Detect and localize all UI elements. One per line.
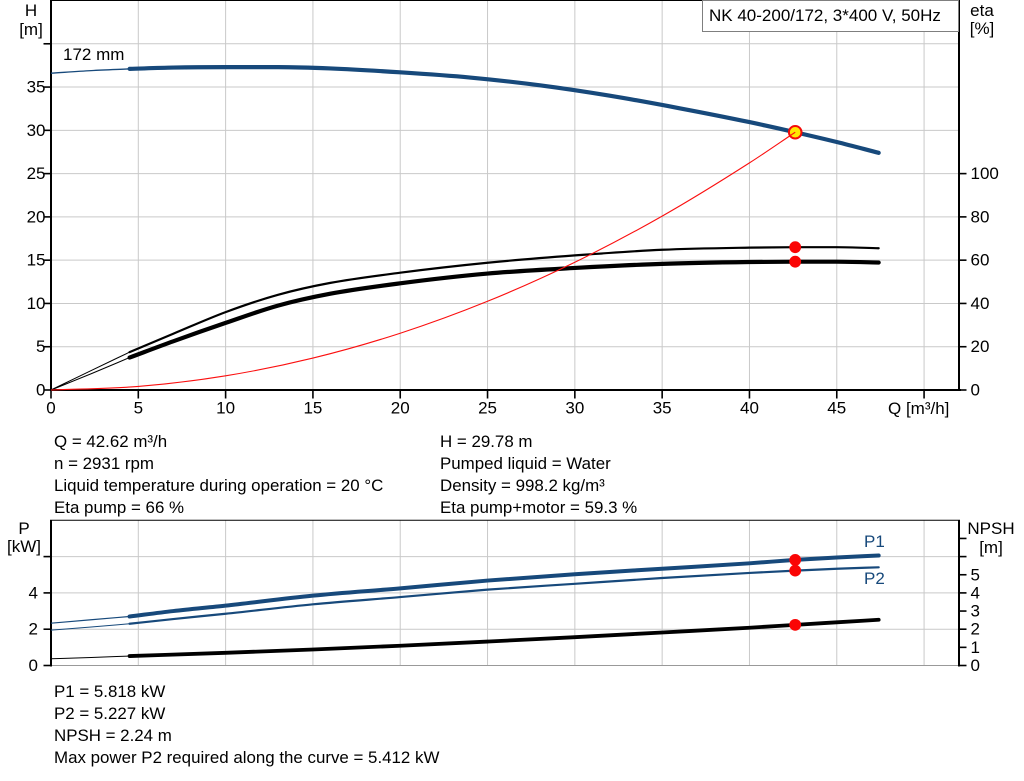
y-right-tick-label: 40	[971, 294, 990, 313]
p2-curve	[128, 566, 880, 625]
x-tick-label: 15	[303, 399, 322, 418]
system-curve	[50, 131, 796, 391]
p1-curve-label: P1	[864, 532, 885, 551]
y-left-tick-label: 10	[27, 294, 46, 313]
x-tick-label: 30	[565, 399, 584, 418]
info-line-liquid: Pumped liquid = Water	[440, 454, 611, 473]
duty-flow-dot	[789, 241, 802, 254]
power-right-axis-title: NPSH	[967, 518, 1015, 538]
info-line-density: Density = 998.2 kg/m³	[440, 476, 605, 495]
duty-flow-dot	[789, 618, 802, 631]
y-right-tick-label: 5	[971, 565, 980, 584]
y-left-tick-label: 2	[29, 620, 38, 639]
x-tick-label: 45	[827, 399, 846, 418]
y-right-tick-label: 3	[971, 602, 980, 621]
info-line-max: Max power P2 required along the curve = …	[54, 748, 440, 767]
info-line-etamotor: Eta pump+motor = 59.3 %	[440, 498, 638, 517]
x-tick-label: 5	[134, 399, 143, 418]
x-tick-label: 10	[216, 399, 235, 418]
y-left-tick-label: 35	[27, 78, 46, 97]
x-tick-label: 20	[391, 399, 410, 418]
power-left-axis-title: P	[18, 518, 30, 538]
x-tick-label: 40	[740, 399, 759, 418]
head-left-axis-unit: [m]	[19, 19, 43, 39]
npsh-curve	[127, 617, 881, 658]
eta-pump-curve-thin	[50, 351, 130, 391]
y-right-tick-label: 0	[971, 381, 980, 400]
p2-curve-label: P2	[864, 569, 885, 588]
head-info-column-1: Q = 42.62 m³/h n = 2931 rpm Liquid tempe…	[54, 431, 383, 519]
p1-curve-thin	[50, 615, 130, 624]
pump-curve-172mm-thin	[50, 68, 130, 74]
head-right-axis-unit: [%]	[969, 18, 995, 38]
pump-type-box: NK 40-200/172, 3*400 V, 50Hz	[702, 0, 959, 32]
x-tick-label: 35	[653, 399, 672, 418]
info-line-npsh: NPSH = 2.24 m	[54, 726, 172, 745]
info-line-p2: P2 = 5.227 kW	[54, 704, 166, 723]
y-left-tick-label: 0	[36, 381, 45, 400]
eta-pump-motor-curve-thin	[50, 357, 130, 391]
npsh-curve-thin	[50, 655, 130, 660]
y-left-tick-label: 4	[29, 583, 38, 602]
y-left-tick-label: 15	[27, 251, 46, 270]
duty-flow-dot	[789, 255, 802, 268]
eta-pump-motor-curve	[127, 259, 881, 360]
head-left-axis-title: H	[24, 0, 38, 20]
head-right-axis-title: eta	[970, 0, 994, 20]
x-tick-label: 0	[46, 399, 55, 418]
info-line-temp: Liquid temperature during operation = 20…	[54, 476, 384, 495]
pump-curve-172mm	[127, 65, 881, 155]
impeller-size-label: 172 mm	[63, 45, 125, 64]
y-right-tick-label: 20	[971, 337, 990, 356]
duty-flow-dot	[789, 554, 802, 566]
info-line-eta: Eta pump = 66 %	[54, 498, 185, 517]
y-left-tick-label: 20	[27, 207, 46, 226]
y-left-tick-label: 25	[27, 164, 46, 183]
info-line-n: n = 2931 rpm	[54, 454, 154, 473]
p2-curve-thin	[50, 623, 130, 631]
p1-curve	[127, 553, 881, 619]
pump-type-label: NK 40-200/172, 3*400 V, 50Hz	[709, 6, 941, 25]
info-line-p1: P1 = 5.818 kW	[54, 682, 166, 701]
power-left-axis-unit: [kW]	[7, 536, 41, 556]
y-right-tick-label: 4	[971, 583, 980, 602]
power-info-block: P1 = 5.818 kW P2 = 5.227 kW NPSH = 2.24 …	[54, 681, 439, 769]
y-right-tick-label: 2	[971, 620, 980, 639]
head-info-column-2: H = 29.78 m Pumped liquid = Water Densit…	[440, 431, 637, 519]
duty-flow-dot	[789, 564, 802, 577]
y-left-tick-label: 30	[27, 121, 46, 140]
y-right-tick-label: 1	[971, 638, 980, 657]
y-left-tick-label: 5	[36, 337, 45, 356]
y-right-tick-label: 80	[971, 207, 990, 226]
x-tick-label: 25	[478, 399, 497, 418]
power-right-axis-unit: [m]	[979, 537, 1003, 557]
y-right-tick-label: 60	[971, 251, 990, 270]
info-line-h: H = 29.78 m	[440, 432, 533, 451]
head-x-axis-title: Q [m³/h]	[888, 399, 950, 418]
info-line-q: Q = 42.62 m³/h	[54, 432, 168, 451]
y-left-tick-label: 0	[29, 656, 38, 675]
y-right-tick-label: 100	[971, 164, 999, 183]
y-right-tick-label: 0	[971, 656, 980, 675]
